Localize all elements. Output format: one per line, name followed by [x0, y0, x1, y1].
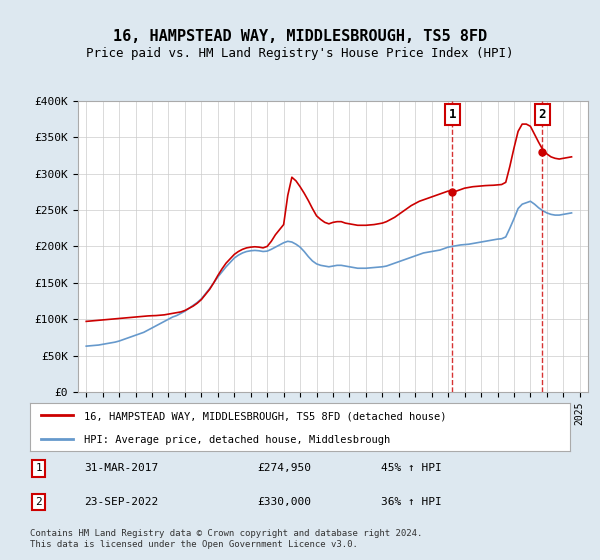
- Text: HPI: Average price, detached house, Middlesbrough: HPI: Average price, detached house, Midd…: [84, 435, 390, 445]
- Text: 45% ↑ HPI: 45% ↑ HPI: [381, 463, 442, 473]
- Text: 2: 2: [539, 108, 546, 121]
- Text: 23-SEP-2022: 23-SEP-2022: [84, 497, 158, 507]
- Text: £274,950: £274,950: [257, 463, 311, 473]
- Text: Contains HM Land Registry data © Crown copyright and database right 2024.
This d: Contains HM Land Registry data © Crown c…: [30, 529, 422, 549]
- Text: 1: 1: [35, 463, 42, 473]
- Text: 16, HAMPSTEAD WAY, MIDDLESBROUGH, TS5 8FD: 16, HAMPSTEAD WAY, MIDDLESBROUGH, TS5 8F…: [113, 29, 487, 44]
- Text: 1: 1: [449, 108, 456, 121]
- Text: 2: 2: [35, 497, 42, 507]
- Text: £330,000: £330,000: [257, 497, 311, 507]
- Text: 36% ↑ HPI: 36% ↑ HPI: [381, 497, 442, 507]
- Text: 16, HAMPSTEAD WAY, MIDDLESBROUGH, TS5 8FD (detached house): 16, HAMPSTEAD WAY, MIDDLESBROUGH, TS5 8F…: [84, 411, 446, 421]
- Text: Price paid vs. HM Land Registry's House Price Index (HPI): Price paid vs. HM Land Registry's House …: [86, 46, 514, 60]
- Text: 31-MAR-2017: 31-MAR-2017: [84, 463, 158, 473]
